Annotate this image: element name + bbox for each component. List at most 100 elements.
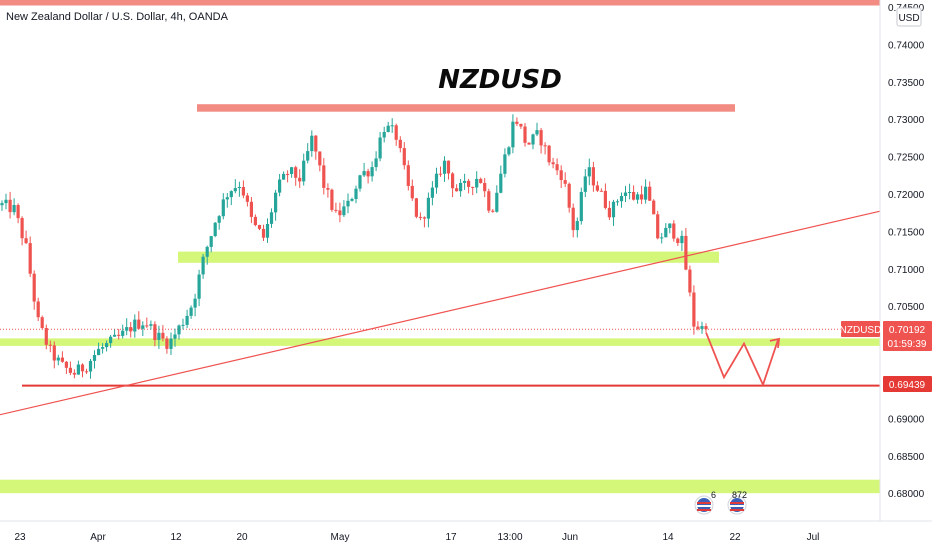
- candle-body: [394, 125, 398, 140]
- candle-body: [217, 216, 221, 223]
- candle-body: [225, 197, 229, 200]
- candle-body: [587, 167, 591, 177]
- candle-body: [241, 187, 245, 196]
- candle-body: [20, 218, 24, 239]
- price-tick-label: 0.68500: [888, 452, 925, 463]
- candle-body: [68, 367, 72, 373]
- target-level-marker: 0.69439: [883, 376, 932, 392]
- candle-body: [233, 188, 237, 192]
- candle-body: [298, 177, 302, 182]
- candle-body: [607, 207, 611, 218]
- candle-body: [374, 158, 378, 168]
- price-tick-label: 0.71000: [888, 265, 925, 276]
- candle-body: [121, 330, 125, 336]
- candle-body: [16, 205, 20, 219]
- candle-body: [314, 135, 318, 152]
- candle-body: [563, 180, 567, 184]
- candle-body: [24, 238, 28, 244]
- candle-body: [378, 137, 382, 159]
- candle-body: [245, 195, 249, 202]
- candle-body: [354, 188, 358, 199]
- candle-body: [398, 139, 402, 149]
- target-level-value: 0.69439: [889, 380, 926, 391]
- price-axis[interactable]: 0.745000.740000.735000.730000.725000.720…: [879, 0, 932, 521]
- price-tick-label: 0.72500: [888, 153, 925, 164]
- candle-body: [197, 274, 201, 299]
- candle-body: [619, 196, 624, 202]
- us-flag-icon: [730, 498, 744, 512]
- currency-badge[interactable]: [896, 7, 922, 27]
- forecast-path: [705, 332, 779, 388]
- time-tick-label: 22: [729, 532, 741, 543]
- candle-body: [113, 334, 117, 337]
- candle-body: [366, 171, 370, 177]
- candle-body: [133, 319, 137, 332]
- price-tick-label: 0.71500: [888, 227, 925, 238]
- event-marker-1[interactable]: 6: [694, 490, 716, 515]
- candle-body: [463, 180, 467, 183]
- candle-body: [36, 301, 40, 318]
- candle-body: [12, 205, 16, 213]
- time-tick-label: 14: [662, 532, 674, 543]
- time-tick-label: Jun: [562, 532, 578, 543]
- candle-body: [543, 145, 547, 147]
- price-tick-label: 0.73000: [888, 115, 925, 126]
- candle-body: [446, 160, 451, 174]
- candle-body: [531, 134, 535, 145]
- candle-body: [611, 201, 616, 218]
- candle-body: [555, 164, 559, 171]
- candle-body: [636, 194, 640, 200]
- time-axis[interactable]: 23 Apr 12 20 May 17 13:00 Jun 14 22 Jul: [0, 520, 932, 550]
- candle-body: [603, 190, 607, 208]
- candle-body: [209, 236, 213, 247]
- candle-body: [169, 338, 173, 349]
- candle-body: [583, 176, 587, 192]
- candle-body: [330, 189, 334, 210]
- candle-body: [499, 173, 503, 193]
- chart-title: NZDUSD: [438, 65, 562, 95]
- candle-body: [64, 361, 68, 368]
- candle-body: [623, 192, 628, 196]
- candle-body: [28, 243, 32, 274]
- candle-body: [92, 355, 97, 361]
- event-marker-2[interactable]: 872: [727, 490, 747, 515]
- time-tick-label: May: [331, 532, 350, 543]
- candle-body: [342, 206, 346, 216]
- candle-body: [282, 173, 286, 180]
- candle-body: [117, 334, 121, 336]
- candle-body: [684, 235, 688, 270]
- symbol-header[interactable]: New Zealand Dollar / U.S. Dollar, 4h, OA…: [6, 11, 229, 23]
- price-tick-label: 0.74000: [888, 40, 925, 51]
- candle-body: [503, 154, 507, 174]
- candle-body: [326, 188, 330, 190]
- candle-body: [599, 190, 603, 192]
- candle-body: [664, 227, 668, 238]
- candle-body: [615, 201, 620, 203]
- candle-body: [338, 210, 342, 216]
- candle-body: [559, 170, 563, 180]
- candle-body: [680, 235, 684, 244]
- candle-body: [414, 198, 418, 217]
- candle-body: [418, 216, 422, 218]
- candle-body: [161, 332, 165, 339]
- candle-body: [105, 343, 109, 348]
- candle-body: [467, 180, 471, 187]
- candle-body: [201, 256, 205, 275]
- candle-body: [547, 145, 551, 163]
- price-tick-label: 0.68000: [888, 489, 925, 500]
- candle-body: [491, 210, 495, 212]
- candle-body: [97, 348, 101, 356]
- candle-body: [213, 222, 217, 236]
- candle-body: [56, 357, 60, 361]
- candle-body: [0, 203, 4, 206]
- candle-body: [567, 183, 571, 208]
- candle-body: [358, 175, 362, 189]
- candle-body: [48, 344, 52, 346]
- candle-body: [438, 173, 443, 175]
- candle-body: [290, 167, 294, 174]
- candle-body: [595, 185, 599, 191]
- candle-body: [237, 187, 241, 189]
- candle-body: [479, 178, 483, 183]
- candle-body: [193, 298, 197, 308]
